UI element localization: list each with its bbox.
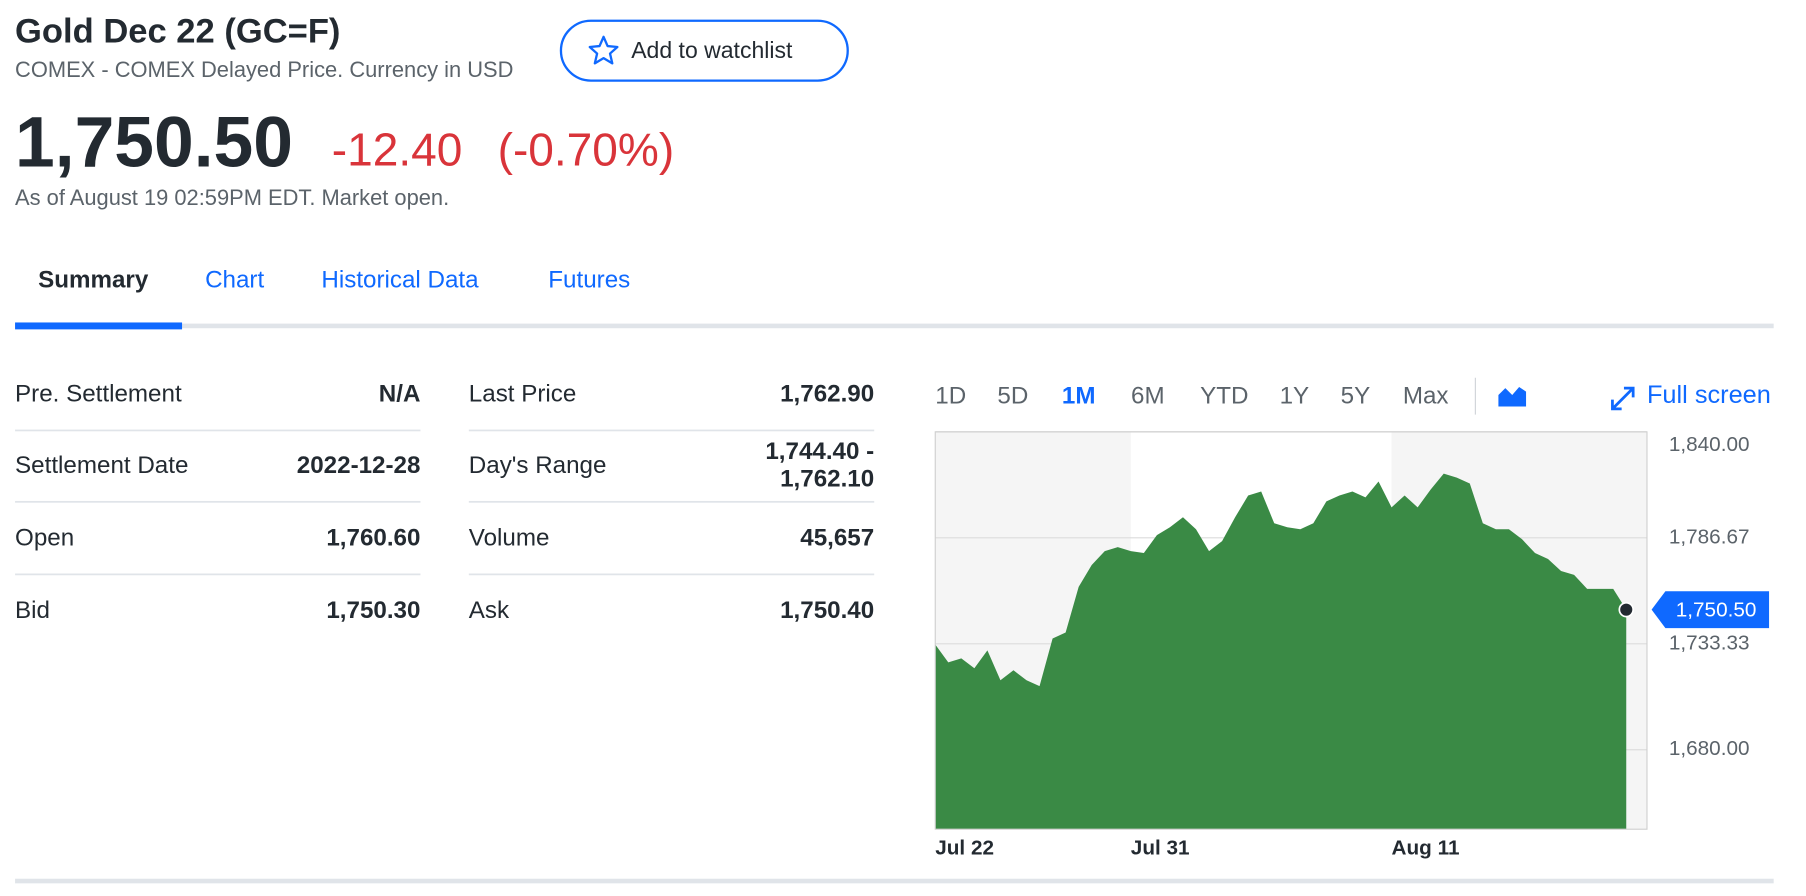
range-button[interactable]: 1M — [1062, 383, 1096, 410]
range-button[interactable]: Max — [1403, 383, 1449, 410]
x-tick-label: Aug 11 — [1392, 836, 1460, 859]
row-value: 1,750.30 — [326, 597, 420, 624]
row-value: 1,750.40 — [780, 597, 874, 624]
row-value: 45,657 — [800, 524, 874, 551]
star-icon — [588, 35, 619, 65]
row-divider — [468, 500, 875, 503]
active-tab-indicator — [15, 322, 183, 330]
range-button[interactable]: 6M — [1131, 383, 1165, 410]
row-label: Day's Range — [469, 452, 607, 479]
quote-title: Gold Dec 22 (GC=F) — [15, 13, 340, 51]
range-button[interactable]: 5Y — [1341, 383, 1371, 410]
price-change-percent: (-0.70%) — [498, 123, 675, 175]
range-button[interactable]: 5D — [997, 383, 1028, 410]
tab-rule — [15, 323, 1774, 329]
row-value: 1,762.10 — [780, 466, 874, 493]
tab[interactable]: Summary — [38, 266, 149, 293]
row-divider — [15, 500, 421, 503]
row-label: Open — [15, 524, 74, 551]
row-label: Ask — [469, 597, 510, 624]
row-divider — [15, 573, 421, 576]
row-value: 2022-12-28 — [297, 452, 421, 479]
price-change: -12.40 — [332, 123, 463, 175]
row-label: Settlement Date — [15, 452, 188, 479]
row-label: Pre. Settlement — [15, 380, 182, 407]
row-label: Bid — [15, 597, 50, 624]
row-value: N/A — [379, 380, 421, 407]
row-divider — [15, 429, 421, 432]
x-tick-label: Jul 22 — [935, 836, 994, 859]
range-button[interactable]: 1Y — [1280, 383, 1310, 410]
watchlist-button[interactable]: Add to watchlist — [559, 19, 849, 82]
current-point — [1618, 601, 1635, 618]
price-tag-label: 1,750.50 — [1676, 598, 1757, 621]
row-divider — [468, 573, 875, 576]
y-tick-label: 1,680.00 — [1669, 737, 1750, 760]
full-screen-label: Full screen — [1647, 381, 1771, 409]
row-divider — [468, 429, 875, 432]
x-tick-label: Jul 31 — [1131, 836, 1190, 859]
range-button[interactable]: 1D — [935, 383, 966, 410]
price-area — [935, 473, 1627, 830]
row-value: 1,744.40 - — [765, 438, 874, 465]
button-outline — [559, 19, 849, 82]
row-value: 1,760.60 — [326, 524, 420, 551]
y-tick-label: 1,840.00 — [1669, 433, 1750, 456]
quote-subtitle: COMEX - COMEX Delayed Price. Currency in… — [15, 57, 513, 82]
tab[interactable]: Futures — [548, 266, 630, 293]
tab[interactable]: Chart — [205, 266, 264, 293]
bottom-rule — [15, 878, 1774, 884]
expand-icon — [1611, 386, 1635, 411]
row-value: 1,762.90 — [780, 380, 874, 407]
button-label: Add to watchlist — [631, 37, 793, 63]
tab[interactable]: Historical Data — [321, 266, 479, 293]
row-label: Last Price — [469, 380, 576, 407]
plot-frame — [934, 431, 1648, 830]
price-tag — [1651, 591, 1770, 629]
chart-type-icon[interactable] — [1498, 386, 1527, 407]
y-tick-label: 1,786.67 — [1669, 525, 1750, 548]
y-tick-label: 1,733.33 — [1669, 631, 1750, 654]
range-button[interactable]: YTD — [1200, 383, 1248, 410]
as-of: As of August 19 02:59PM EDT. Market open… — [15, 185, 449, 210]
price: 1,750.50 — [15, 102, 293, 182]
full-screen-button[interactable]: Full screen — [1611, 381, 1771, 411]
row-label: Volume — [469, 524, 550, 551]
